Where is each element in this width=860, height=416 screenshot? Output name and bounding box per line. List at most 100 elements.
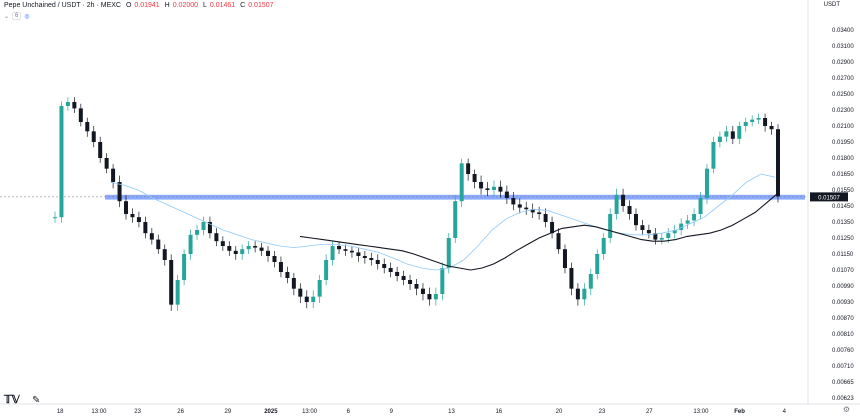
candle-body <box>692 214 697 221</box>
candle-body <box>65 102 70 106</box>
candle-body <box>59 106 64 218</box>
candle-body <box>53 217 57 219</box>
candle-body <box>666 233 671 238</box>
candle-body <box>537 212 542 214</box>
y-tick-label: 0.01350 <box>832 220 854 226</box>
candle-body <box>349 250 354 253</box>
candle-body <box>479 182 484 189</box>
candle-body <box>227 246 232 251</box>
open-value: 0.01941 <box>134 2 160 9</box>
candle-body <box>85 122 90 132</box>
candle-body <box>601 238 606 254</box>
tradingview-logo-icon: 𝕋𝕍 <box>4 394 20 406</box>
drawing-tool-icon[interactable]: ✎ <box>32 395 41 406</box>
candle-body <box>543 214 548 222</box>
high-value: 0.02000 <box>172 2 199 9</box>
y-tick-label: 0.00665 <box>832 380 854 386</box>
candle-body <box>104 158 109 169</box>
y-tick-label: 0.01150 <box>832 252 854 258</box>
candle-body <box>369 258 374 260</box>
y-tick-label: 0.02700 <box>832 76 854 82</box>
time-axis[interactable]: 18 13:00 23 26 29 2025 13:00 6 9 13 16 20 23 27 13:00 F… <box>0 403 860 415</box>
last-price-tag <box>810 192 848 202</box>
candle-body <box>698 198 703 214</box>
indicator-count: 6 <box>12 12 22 20</box>
chevron-down-icon[interactable]: ⌄ <box>4 13 10 20</box>
indicator-icon[interactable]: ◎ <box>24 13 30 20</box>
candle-body <box>182 254 187 280</box>
symbol-title[interactable]: Pepe Unchained / USDT · 2h · MEXC <box>4 2 121 9</box>
gear-icon[interactable]: ⚙ <box>842 405 850 414</box>
candle-body <box>633 214 638 226</box>
candle-body <box>207 222 212 234</box>
ma-long-line <box>299 192 779 271</box>
candle-body <box>253 246 258 248</box>
price-axis[interactable]: 0.03400 0.03100 0.02900 0.02700 0.02500 0.023… <box>807 0 854 404</box>
candle-body <box>375 260 380 264</box>
candle-body <box>72 102 77 109</box>
candle-body <box>246 246 251 250</box>
candle-body <box>162 249 167 260</box>
candle-body <box>240 249 245 254</box>
candle-body <box>214 233 219 242</box>
candle-body <box>285 272 290 278</box>
y-tick-label: 0.01800 <box>832 156 854 162</box>
x-tick-label: 2025 <box>264 409 278 415</box>
candle-body <box>491 186 496 190</box>
candle-body <box>504 191 509 198</box>
candle-body <box>614 194 619 214</box>
x-tick-label: 4 <box>783 409 787 415</box>
x-tick-label: Feb <box>734 409 745 415</box>
candle-body <box>401 276 406 280</box>
candle-body <box>343 249 348 251</box>
candle-body <box>408 280 413 284</box>
candle-body <box>756 118 761 120</box>
candle-body <box>679 223 684 230</box>
y-tick-label: 0.03400 <box>832 28 854 34</box>
y-tick-label: 0.00760 <box>832 348 854 354</box>
candle-body <box>737 126 742 139</box>
currency-label[interactable]: USDT <box>823 2 840 8</box>
candle-body <box>291 278 296 289</box>
last-price-value: 0.01507 <box>818 195 840 201</box>
candle-body <box>562 249 567 268</box>
candle-body <box>717 136 722 142</box>
candle-body <box>136 217 141 222</box>
candle-body <box>337 246 342 250</box>
candle-body <box>356 252 361 256</box>
close-value: 0.01507 <box>248 2 274 9</box>
y-tick-label: 0.00810 <box>832 332 854 338</box>
candle-body <box>233 250 238 254</box>
open-label: O <box>125 2 132 9</box>
candle-body <box>388 268 393 272</box>
y-tick-label: 0.02500 <box>832 92 854 98</box>
x-tick-label: 13:00 <box>91 409 107 415</box>
candle-body <box>776 129 780 197</box>
candle-body <box>517 204 522 208</box>
candle-body <box>304 296 309 302</box>
candle-body <box>414 284 419 289</box>
candle-body <box>156 239 161 250</box>
candle-body <box>621 194 626 206</box>
indicator-toggle[interactable]: ⌄ 6 ◎ <box>4 12 30 20</box>
candle-body <box>588 274 593 289</box>
x-tick-label: 9 <box>390 409 394 415</box>
candle-body <box>317 280 322 297</box>
candle-body <box>472 174 477 182</box>
y-tick-label: 0.00623 <box>832 396 854 402</box>
candle-body <box>278 262 283 272</box>
candle-body <box>730 131 735 139</box>
x-tick-label: 6 <box>347 409 351 415</box>
candle-body <box>330 246 335 260</box>
y-tick-label: 0.00930 <box>832 300 854 306</box>
low-value: 0.01461 <box>209 2 236 9</box>
candle-body <box>124 201 129 214</box>
candle-body <box>111 168 116 182</box>
ma-blue-line <box>109 173 776 271</box>
y-tick-label: 0.02100 <box>832 124 854 130</box>
candle-body <box>769 126 774 130</box>
candle-body <box>188 234 193 254</box>
candle-body <box>382 264 387 268</box>
x-tick-label: 13 <box>448 409 455 415</box>
